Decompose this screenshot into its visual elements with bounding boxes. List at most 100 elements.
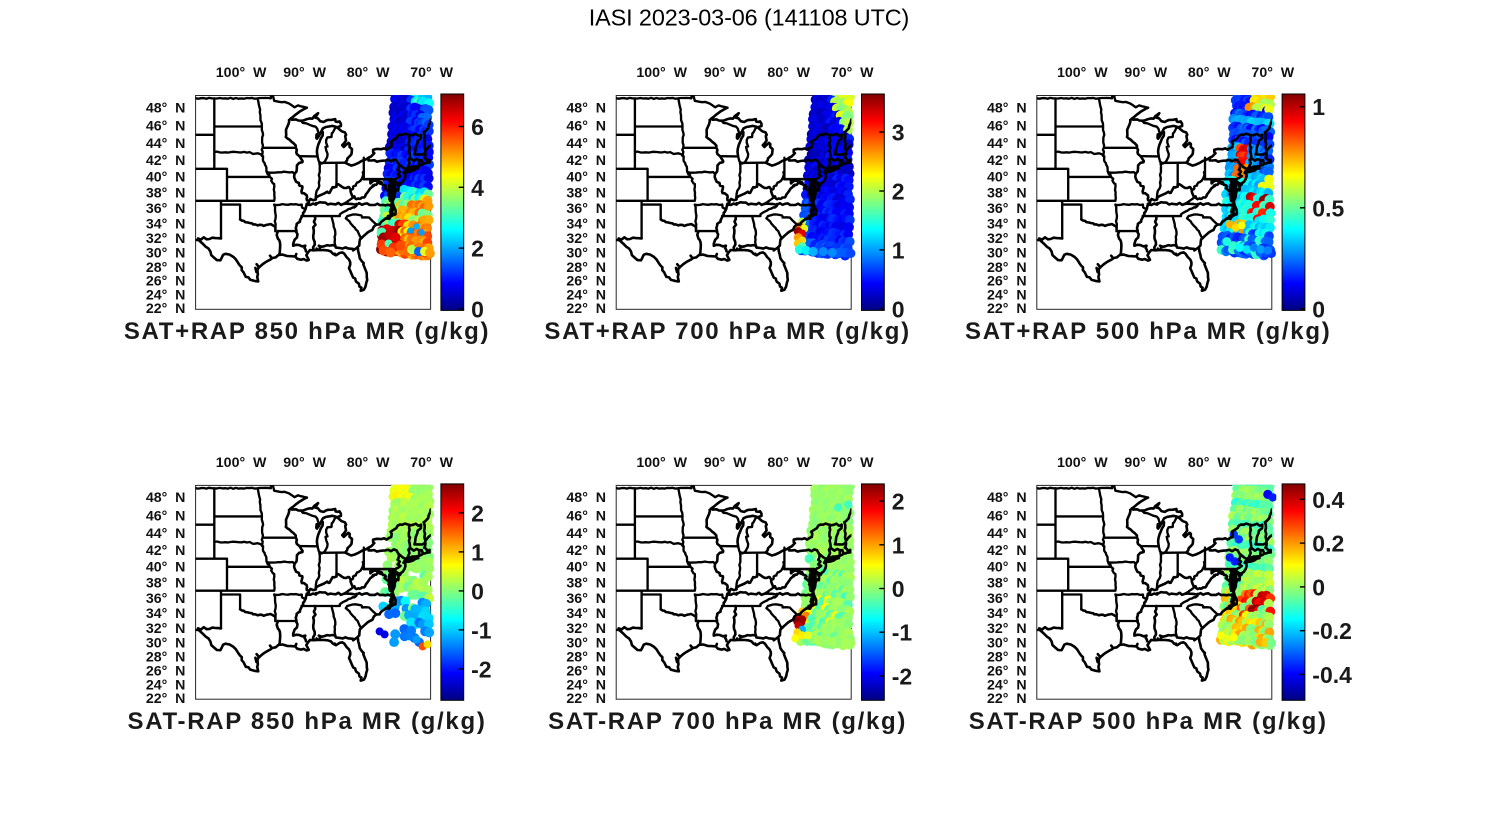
- svg-text:1: 1: [1312, 94, 1325, 120]
- svg-text:-1: -1: [471, 617, 492, 643]
- svg-text:100° W: 100° W: [216, 455, 267, 471]
- svg-text:30° N: 30° N: [566, 246, 606, 262]
- svg-text:70° W: 70° W: [410, 65, 453, 81]
- svg-text:26° N: 26° N: [987, 664, 1027, 680]
- svg-text:38° N: 38° N: [987, 186, 1027, 202]
- svg-text:80° W: 80° W: [347, 455, 390, 471]
- svg-text:30° N: 30° N: [566, 636, 606, 652]
- svg-text:44° N: 44° N: [566, 526, 606, 542]
- svg-text:-1: -1: [892, 620, 913, 646]
- svg-text:44° N: 44° N: [987, 526, 1027, 542]
- svg-text:48° N: 48° N: [146, 490, 186, 506]
- svg-text:46° N: 46° N: [987, 119, 1027, 135]
- svg-text:24° N: 24° N: [566, 677, 606, 693]
- svg-text:70° W: 70° W: [831, 455, 874, 471]
- svg-text:42° N: 42° N: [566, 153, 606, 169]
- svg-text:22° N: 22° N: [566, 301, 606, 317]
- svg-text:32° N: 32° N: [146, 231, 186, 247]
- svg-text:32° N: 32° N: [566, 621, 606, 637]
- svg-text:IASI 2023-03-06 (141108 UTC): IASI 2023-03-06 (141108 UTC): [589, 5, 910, 31]
- svg-text:100° W: 100° W: [636, 65, 687, 81]
- svg-text:70° W: 70° W: [1251, 455, 1294, 471]
- svg-text:2: 2: [471, 500, 484, 526]
- svg-text:38° N: 38° N: [566, 186, 606, 202]
- svg-text:40° N: 40° N: [146, 559, 186, 575]
- svg-text:22° N: 22° N: [566, 691, 606, 707]
- svg-text:28° N: 28° N: [146, 650, 186, 666]
- svg-text:80° W: 80° W: [767, 455, 810, 471]
- svg-text:40° N: 40° N: [987, 559, 1027, 575]
- svg-text:30° N: 30° N: [987, 246, 1027, 262]
- svg-text:28° N: 28° N: [566, 260, 606, 276]
- svg-text:40° N: 40° N: [146, 170, 186, 186]
- svg-text:100° W: 100° W: [1057, 455, 1108, 471]
- svg-text:100° W: 100° W: [216, 65, 267, 81]
- svg-text:28° N: 28° N: [987, 260, 1027, 276]
- svg-text:SAT+RAP 500 hPa MR (g/kg): SAT+RAP 500 hPa MR (g/kg): [965, 318, 1331, 345]
- svg-text:30° N: 30° N: [987, 636, 1027, 652]
- svg-text:42° N: 42° N: [987, 153, 1027, 169]
- svg-text:32° N: 32° N: [566, 231, 606, 247]
- svg-text:38° N: 38° N: [146, 186, 186, 202]
- svg-text:38° N: 38° N: [146, 575, 186, 591]
- svg-text:24° N: 24° N: [987, 677, 1027, 693]
- svg-text:24° N: 24° N: [987, 287, 1027, 303]
- svg-text:SAT+RAP 700 hPa MR (g/kg): SAT+RAP 700 hPa MR (g/kg): [544, 318, 910, 345]
- svg-text:46° N: 46° N: [566, 119, 606, 135]
- svg-text:48° N: 48° N: [987, 490, 1027, 506]
- svg-text:90° W: 90° W: [1124, 65, 1167, 81]
- svg-text:0: 0: [1312, 574, 1325, 600]
- svg-text:1: 1: [892, 532, 905, 558]
- svg-text:28° N: 28° N: [566, 650, 606, 666]
- svg-text:100° W: 100° W: [636, 455, 687, 471]
- svg-text:36° N: 36° N: [987, 201, 1027, 217]
- svg-text:40° N: 40° N: [566, 170, 606, 186]
- svg-text:36° N: 36° N: [566, 591, 606, 607]
- svg-text:24° N: 24° N: [566, 287, 606, 303]
- svg-text:SAT+RAP 850 hPa MR (g/kg): SAT+RAP 850 hPa MR (g/kg): [124, 318, 490, 345]
- svg-text:36° N: 36° N: [566, 201, 606, 217]
- svg-text:2: 2: [892, 179, 905, 205]
- svg-text:34° N: 34° N: [566, 606, 606, 622]
- svg-text:32° N: 32° N: [987, 231, 1027, 247]
- svg-text:80° W: 80° W: [347, 65, 390, 81]
- svg-text:4: 4: [471, 175, 484, 201]
- svg-text:3: 3: [892, 120, 905, 146]
- svg-text:22° N: 22° N: [146, 691, 186, 707]
- svg-text:100° W: 100° W: [1057, 65, 1108, 81]
- svg-text:26° N: 26° N: [146, 664, 186, 680]
- svg-text:42° N: 42° N: [566, 543, 606, 559]
- svg-text:40° N: 40° N: [987, 170, 1027, 186]
- svg-text:22° N: 22° N: [987, 691, 1027, 707]
- svg-text:44° N: 44° N: [146, 526, 186, 542]
- svg-text:48° N: 48° N: [566, 100, 606, 116]
- svg-text:26° N: 26° N: [566, 664, 606, 680]
- svg-text:42° N: 42° N: [987, 543, 1027, 559]
- svg-text:30° N: 30° N: [146, 246, 186, 262]
- svg-text:80° W: 80° W: [1188, 65, 1231, 81]
- svg-text:SAT-RAP 700 hPa MR (g/kg): SAT-RAP 700 hPa MR (g/kg): [548, 708, 907, 735]
- svg-text:34° N: 34° N: [146, 216, 186, 232]
- svg-text:90° W: 90° W: [704, 455, 747, 471]
- svg-text:0.2: 0.2: [1312, 531, 1344, 557]
- svg-text:26° N: 26° N: [146, 274, 186, 290]
- svg-text:38° N: 38° N: [566, 575, 606, 591]
- svg-text:0.4: 0.4: [1312, 487, 1344, 513]
- svg-text:42° N: 42° N: [146, 543, 186, 559]
- svg-text:6: 6: [471, 114, 484, 140]
- svg-text:0: 0: [1312, 296, 1325, 322]
- svg-text:48° N: 48° N: [566, 490, 606, 506]
- svg-text:1: 1: [892, 237, 905, 263]
- svg-text:-0.4: -0.4: [1312, 662, 1352, 688]
- svg-text:22° N: 22° N: [987, 301, 1027, 317]
- svg-text:42° N: 42° N: [146, 153, 186, 169]
- svg-text:32° N: 32° N: [146, 621, 186, 637]
- svg-text:28° N: 28° N: [146, 260, 186, 276]
- svg-text:24° N: 24° N: [146, 287, 186, 303]
- svg-text:32° N: 32° N: [987, 621, 1027, 637]
- svg-text:40° N: 40° N: [566, 559, 606, 575]
- svg-text:34° N: 34° N: [146, 606, 186, 622]
- svg-text:36° N: 36° N: [987, 591, 1027, 607]
- svg-text:0: 0: [892, 576, 905, 602]
- svg-text:26° N: 26° N: [566, 274, 606, 290]
